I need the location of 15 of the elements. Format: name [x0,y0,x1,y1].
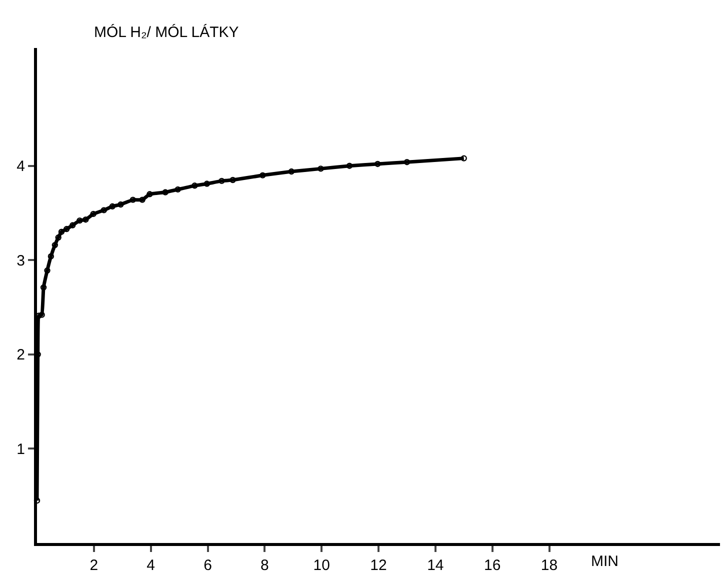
x-tick-label: 12 [370,557,387,574]
x-tick-label: 6 [204,557,212,574]
y-tick-label: 4 [16,158,25,176]
x-tick-label: 10 [313,557,330,574]
x-tick-label: 8 [260,557,269,574]
x-tick-label: 18 [540,557,558,574]
x-axis-title: MIN [591,553,618,570]
y-tick-label: 3 [16,252,25,270]
x-tick-label: 2 [90,557,98,574]
x-tick-label: 4 [146,557,155,574]
x-tick-label: 14 [427,557,444,574]
y-tick-label: 1 [16,440,25,458]
x-tick-label: 16 [484,557,501,574]
y-tick-label: 2 [16,346,25,364]
y-axis-title: MÓL H₂/ MÓL LÁTKY [94,23,239,41]
